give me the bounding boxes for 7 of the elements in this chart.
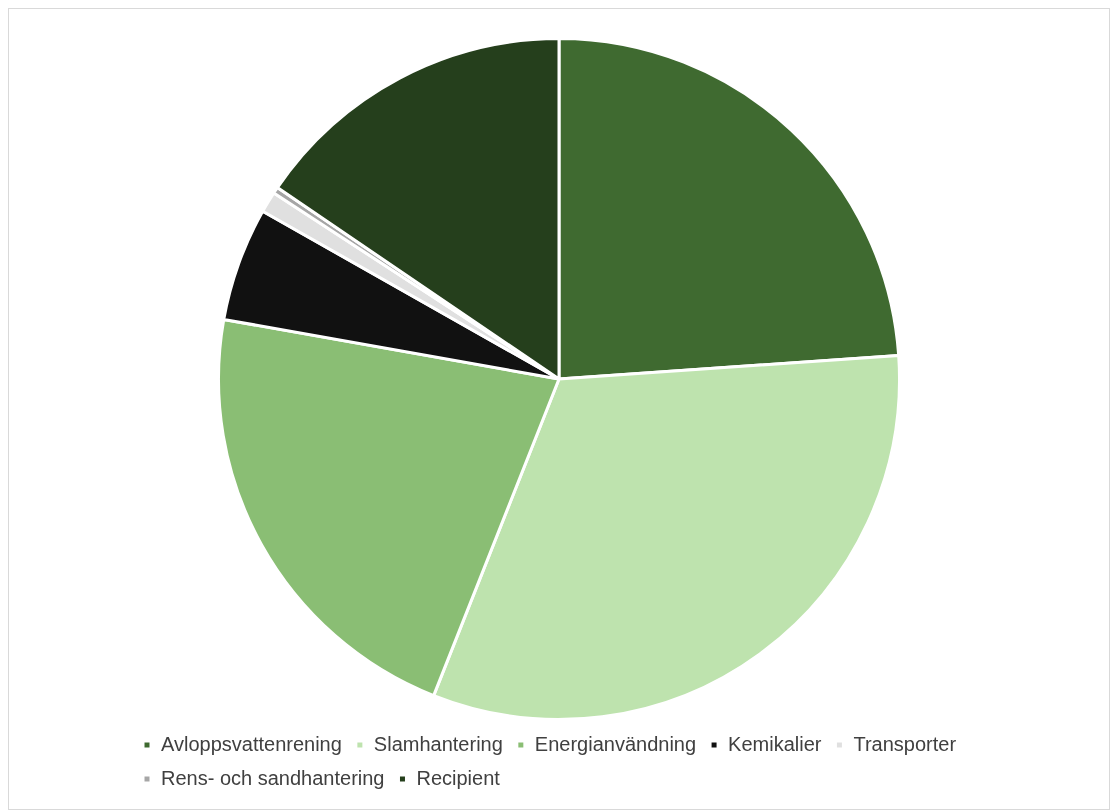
legend-label: Energianvändning — [534, 732, 697, 755]
legend-label: Avloppsvattenrening — [161, 732, 342, 755]
legend-label: Slamhantering — [373, 732, 503, 755]
legend-label: Rens- och sandhantering — [161, 766, 385, 789]
legend-label: Kemikalier — [728, 732, 822, 755]
legend-label: Transporter — [853, 732, 957, 755]
legend-label: Recipient — [416, 766, 501, 789]
